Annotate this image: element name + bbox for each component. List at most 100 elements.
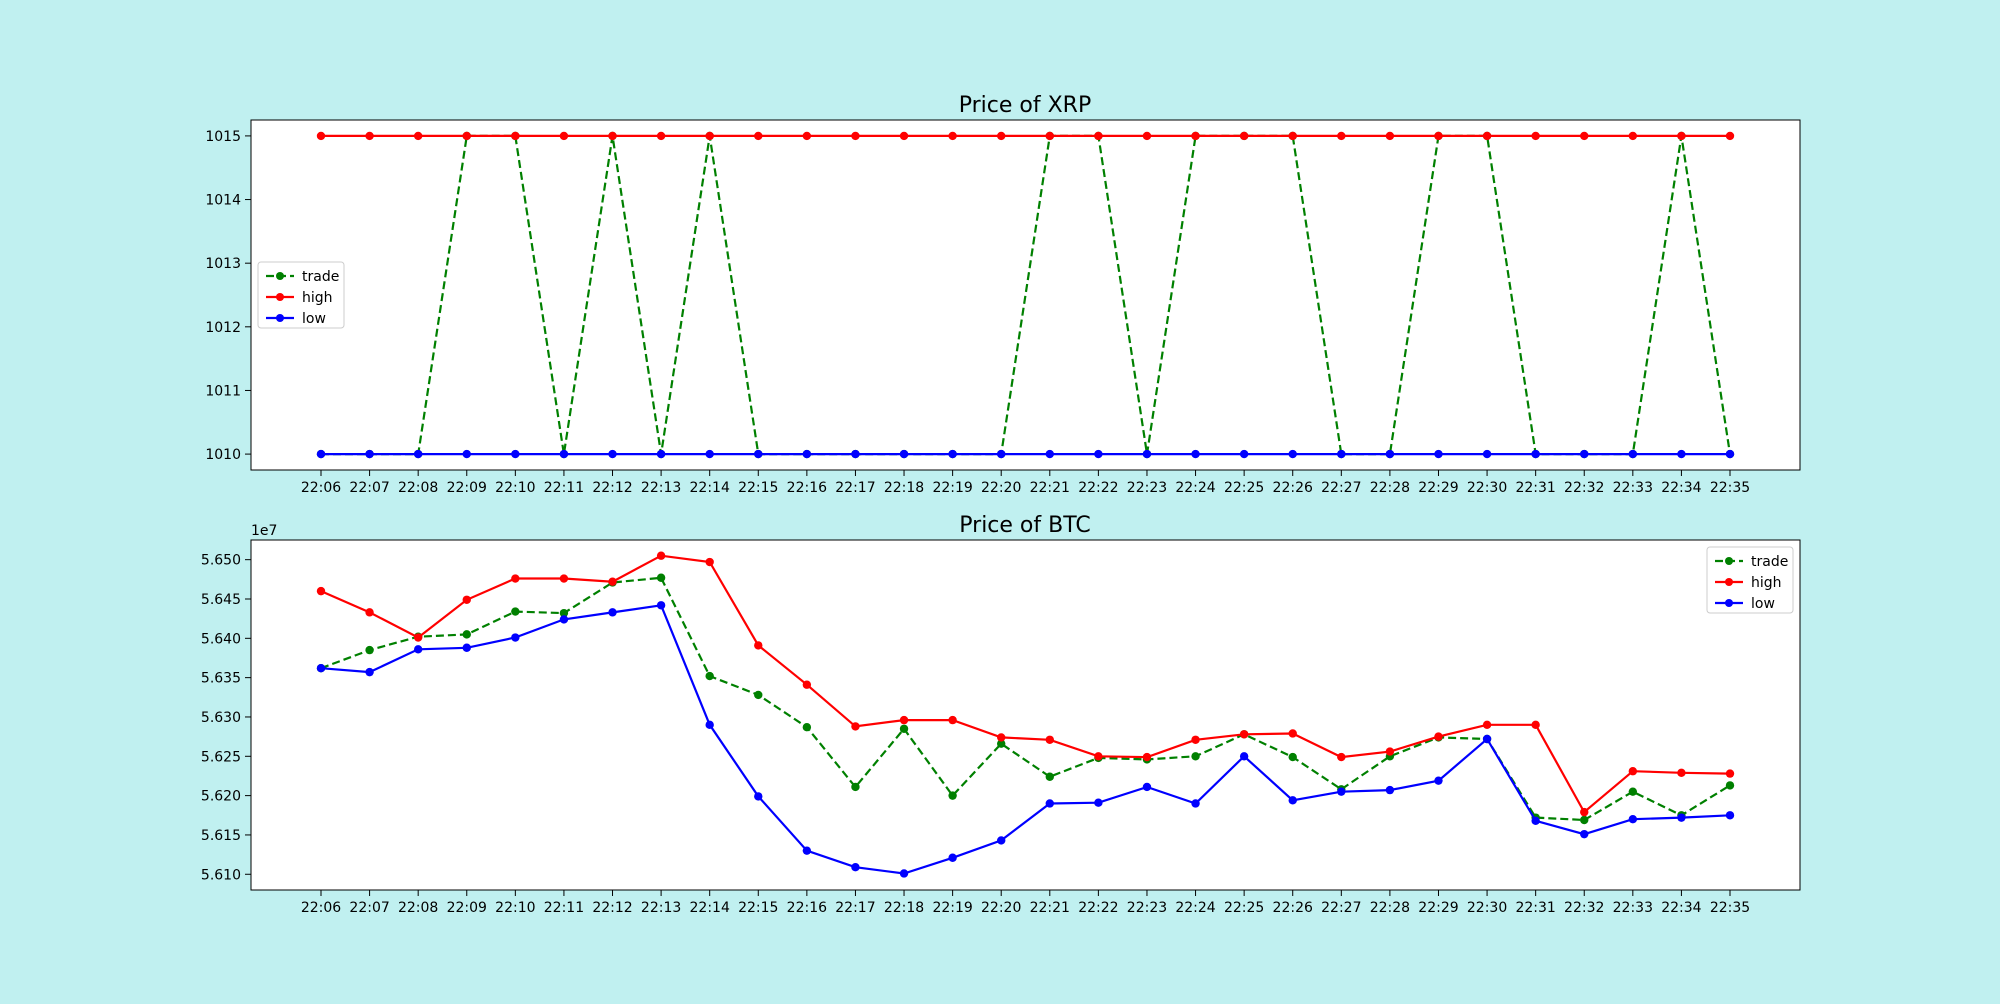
btc-series-high-line bbox=[320, 554, 1731, 814]
xrp-series-low-point bbox=[948, 449, 957, 459]
xrp-legend: trade high low bbox=[257, 261, 345, 329]
xrp-x-tick-label: 22:18 bbox=[884, 480, 924, 496]
btc-series-trade-point bbox=[656, 573, 666, 582]
btc-x-axis: 22:06 22:07 22:08 22:09 22:10 22:11 22:12 22:13… bbox=[301, 890, 1750, 916]
xrp-series-low-point bbox=[1482, 449, 1492, 459]
xrp-series-low-point bbox=[1142, 449, 1152, 459]
xrp-x-tick-label: 22:31 bbox=[1515, 480, 1555, 496]
xrp-x-tick-label: 22:06 bbox=[301, 480, 341, 496]
btc-series-high-point bbox=[851, 722, 860, 731]
btc-x-tick-label: 22:27 bbox=[1321, 900, 1361, 916]
btc-legend-label-high: high bbox=[1751, 575, 1782, 591]
xrp-legend-label-trade: trade bbox=[302, 269, 339, 285]
xrp-x-tick-label: 22:35 bbox=[1710, 480, 1750, 496]
btc-legend-marker-trade bbox=[1725, 557, 1733, 565]
xrp-x-tick-label: 22:12 bbox=[592, 480, 632, 496]
btc-series-high-point bbox=[316, 586, 326, 596]
btc-series-high-point bbox=[754, 641, 763, 650]
btc-y-tick-label: 5.650 bbox=[201, 553, 241, 569]
btc-series-high-point bbox=[1045, 735, 1054, 744]
btc-series-low-point bbox=[1337, 787, 1346, 796]
btc-x-tick-label: 22:20 bbox=[981, 900, 1021, 916]
btc-x-tick-label: 22:08 bbox=[398, 900, 438, 916]
btc-legend: trade high low bbox=[1706, 546, 1794, 614]
xrp-series-low-point bbox=[413, 449, 423, 459]
btc-series-high-point bbox=[608, 577, 617, 586]
xrp-y-axis: 1010 1011 1012 1013 1014 1015 bbox=[205, 129, 251, 463]
xrp-series-high-point bbox=[1677, 131, 1686, 141]
xrp-series-low-point bbox=[754, 449, 763, 459]
xrp-series-high-point bbox=[1434, 131, 1443, 141]
btc-x-tick-label: 22:35 bbox=[1710, 900, 1750, 916]
xrp-series-high-point bbox=[511, 131, 520, 141]
btc-series-low-point bbox=[656, 601, 666, 610]
xrp-series-low-point bbox=[559, 449, 569, 459]
xrp-plot-area bbox=[250, 119, 1801, 471]
btc-series-low-point bbox=[1580, 829, 1589, 839]
xrp-legend-label-low: low bbox=[302, 311, 326, 327]
btc-y-tick-label: 5.620 bbox=[201, 789, 241, 805]
btc-x-tick-label: 22:32 bbox=[1564, 900, 1604, 916]
btc-series-high-point bbox=[1677, 768, 1686, 778]
xrp-series-low-point bbox=[1677, 449, 1686, 459]
xrp-series-trade-line bbox=[321, 134, 1732, 456]
xrp-x-tick-label: 22:17 bbox=[835, 480, 875, 496]
xrp-series-high-point bbox=[1385, 131, 1395, 141]
xrp-price-chart: Price of XRP 1010 1011 1012 1013 1014 1015 22… bbox=[205, 93, 1801, 496]
xrp-x-axis: 22:06 22:07 22:08 22:09 22:10 22:11 22:12 22:13… bbox=[301, 470, 1750, 496]
btc-series-low-point bbox=[899, 869, 909, 878]
xrp-series-low-point bbox=[1337, 449, 1346, 459]
xrp-series-low-point bbox=[1580, 449, 1589, 459]
btc-x-tick-label: 22:14 bbox=[690, 900, 730, 916]
btc-series-low-point bbox=[365, 667, 374, 677]
xrp-series-low-point bbox=[1385, 449, 1395, 459]
btc-x-tick-label: 22:16 bbox=[787, 900, 827, 916]
btc-series-high-point bbox=[705, 557, 714, 567]
btc-series-high-point bbox=[802, 680, 812, 689]
btc-series-low-point bbox=[1531, 816, 1540, 825]
xrp-y-tick-label: 1014 bbox=[205, 193, 241, 209]
btc-series-high-point bbox=[511, 574, 520, 583]
btc-y-tick-label: 5.635 bbox=[201, 671, 241, 687]
xrp-y-tick-label: 1012 bbox=[205, 320, 241, 336]
btc-series-lines bbox=[316, 551, 1735, 878]
xrp-x-tick-label: 22:29 bbox=[1418, 480, 1458, 496]
btc-series-low-line bbox=[320, 604, 1731, 875]
xrp-series-high-point bbox=[754, 131, 763, 141]
btc-x-tick-label: 22:25 bbox=[1224, 900, 1264, 916]
btc-x-tick-label: 22:06 bbox=[301, 900, 341, 916]
btc-series-trade-point bbox=[1580, 815, 1589, 825]
btc-series-low-point bbox=[1725, 811, 1735, 820]
xrp-series-low-point bbox=[899, 449, 909, 459]
btc-series-high-point bbox=[1288, 729, 1297, 738]
xrp-series-high-point bbox=[802, 131, 812, 141]
xrp-y-tick-label: 1015 bbox=[205, 129, 241, 145]
btc-series-low-point bbox=[1385, 785, 1395, 795]
btc-series-high-point bbox=[1191, 735, 1200, 744]
xrp-y-tick-label: 1010 bbox=[205, 447, 241, 463]
btc-y-tick-label: 5.615 bbox=[201, 828, 241, 844]
xrp-series-high-point bbox=[365, 131, 374, 141]
xrp-series-high-point bbox=[1239, 131, 1249, 141]
xrp-x-tick-label: 22:09 bbox=[447, 480, 487, 496]
xrp-x-tick-label: 22:23 bbox=[1127, 480, 1167, 496]
xrp-legend-marker-trade bbox=[276, 272, 284, 280]
btc-series-trade-point bbox=[1288, 752, 1297, 762]
btc-y-tick-label: 5.640 bbox=[201, 631, 241, 647]
xrp-x-tick-label: 22:13 bbox=[641, 480, 681, 496]
btc-x-tick-label: 22:22 bbox=[1078, 900, 1118, 916]
btc-series-trade-point bbox=[1725, 781, 1735, 790]
xrp-series-high-point bbox=[1725, 131, 1735, 141]
btc-x-tick-label: 22:31 bbox=[1515, 900, 1555, 916]
xrp-series-low-point bbox=[997, 449, 1006, 459]
btc-y-tick-label: 5.625 bbox=[201, 749, 241, 765]
btc-y-tick-label: 5.645 bbox=[201, 592, 241, 608]
xrp-x-tick-label: 22:16 bbox=[787, 480, 827, 496]
btc-series-low-point bbox=[316, 664, 326, 673]
btc-series-low-point bbox=[1142, 782, 1152, 792]
btc-x-tick-label: 22:10 bbox=[495, 900, 535, 916]
btc-series-high-point bbox=[462, 595, 471, 604]
xrp-series-low-point bbox=[365, 449, 374, 459]
btc-series-low-point bbox=[997, 836, 1006, 845]
btc-y-axis: 5.610 5.615 5.620 5.625 5.630 5.635 5.640 5.645… bbox=[201, 553, 251, 883]
